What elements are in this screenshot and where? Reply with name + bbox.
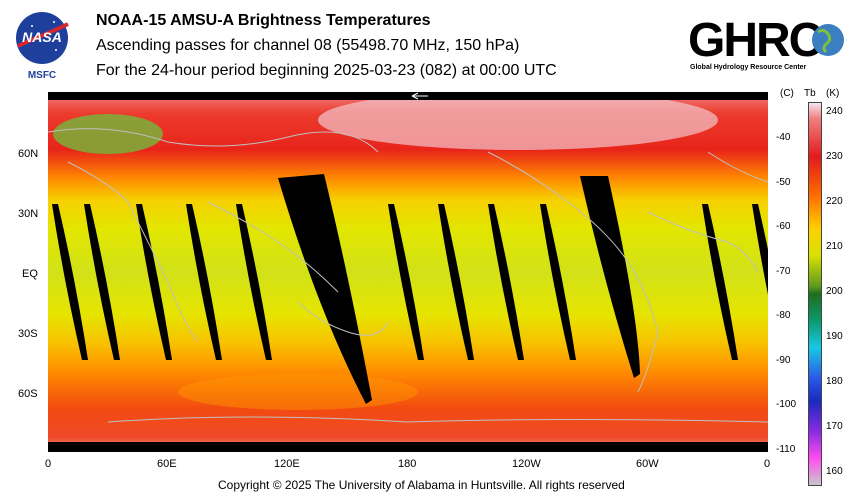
colorbar-kelvin-label: 180 (826, 376, 843, 387)
brightness-temperature-map (48, 92, 768, 452)
arctic-warm-region (318, 92, 718, 150)
nasa-meatball-icon (16, 12, 68, 64)
colorbar-kelvin-label: 190 (826, 331, 843, 342)
colorbar-kelvin-label: 200 (826, 286, 843, 297)
swath-gap (236, 204, 272, 360)
colorbar-c-header: (C) (780, 88, 794, 99)
swath-gap (438, 204, 474, 360)
colorbar-celsius-label: -80 (776, 310, 791, 321)
swath-gaps (52, 204, 768, 360)
colorbar-celsius-label: -110 (776, 443, 796, 455)
colorbar-celsius-label: -60 (776, 221, 791, 232)
swath-gap (84, 204, 120, 360)
swath-gap (752, 204, 768, 295)
colorbar-k-header: (K) (826, 88, 840, 99)
colorbar-kelvin-label: 220 (826, 196, 843, 207)
lat-label-30n: 30N (18, 208, 39, 220)
swath-gap (388, 204, 424, 360)
svg-text:NASA: NASA (22, 29, 62, 45)
svg-text:MSFC: MSFC (28, 70, 56, 81)
copyright: Copyright © 2025 The University of Alaba… (218, 478, 625, 492)
lon-label-120e: 120E (274, 458, 300, 470)
ghrc-logo: GHRC (688, 14, 844, 67)
lon-label-120w: 120W (512, 458, 541, 470)
lon-label-180: 180 (398, 458, 417, 470)
colorbar-kelvin-label: 170 (826, 421, 843, 432)
nasa-logo: NASA MSFC (16, 12, 69, 81)
lon-label-0: 0 (45, 458, 52, 470)
colorbar-celsius-label: -40 (776, 132, 791, 143)
coastlines (48, 128, 768, 423)
chart-title: NOAA-15 AMSU-A Brightness Temperatures (96, 12, 431, 29)
swath-gap (186, 204, 222, 360)
colorbar-celsius-label: -90 (776, 354, 791, 366)
lon-label-60e: 60E (157, 458, 177, 470)
ghrc-fullname: Global Hydrology Resource Center (690, 64, 807, 71)
lat-label-30s: 30S (18, 328, 38, 340)
colorbar-celsius-label: -100 (776, 399, 797, 410)
siberian-cold-region (53, 114, 163, 154)
atlantic-data-gap (580, 176, 640, 378)
lat-label-eq: EQ (22, 268, 38, 280)
colorbar-celsius-label: -70 (776, 265, 791, 277)
colorbar-kelvin-label: 160 (826, 466, 843, 477)
north-pole-gap (48, 92, 768, 100)
colorbar-kelvin-label: 230 (826, 151, 843, 162)
colorbar-celsius-label: -50 (776, 176, 791, 188)
dateline-arrow-icon (411, 92, 428, 100)
swath-gap (52, 204, 88, 360)
pacific-data-gap (278, 174, 372, 404)
colorbar-kelvin-label: 210 (826, 241, 843, 252)
lat-label-60s: 60S (18, 388, 38, 400)
swath-gap (702, 204, 738, 360)
south-pole-gap (48, 442, 768, 452)
chart-period: For the 24-hour period beginning 2025-03… (96, 62, 557, 79)
swath-gap (488, 204, 524, 360)
swath-gap (540, 204, 576, 360)
swath-gap (136, 204, 172, 360)
colorbar-tb-header: Tb (804, 88, 816, 99)
lon-label-0-right: 0 (764, 458, 771, 470)
chart-subtitle: Ascending passes for channel 08 (55498.7… (96, 37, 520, 54)
colorbar-kelvin-label: 240 (826, 106, 843, 117)
svg-text:GHRC: GHRC (688, 14, 823, 67)
colorbar (808, 102, 822, 486)
lat-label-60n: 60N (18, 148, 39, 160)
lon-label-60w: 60W (636, 458, 659, 470)
